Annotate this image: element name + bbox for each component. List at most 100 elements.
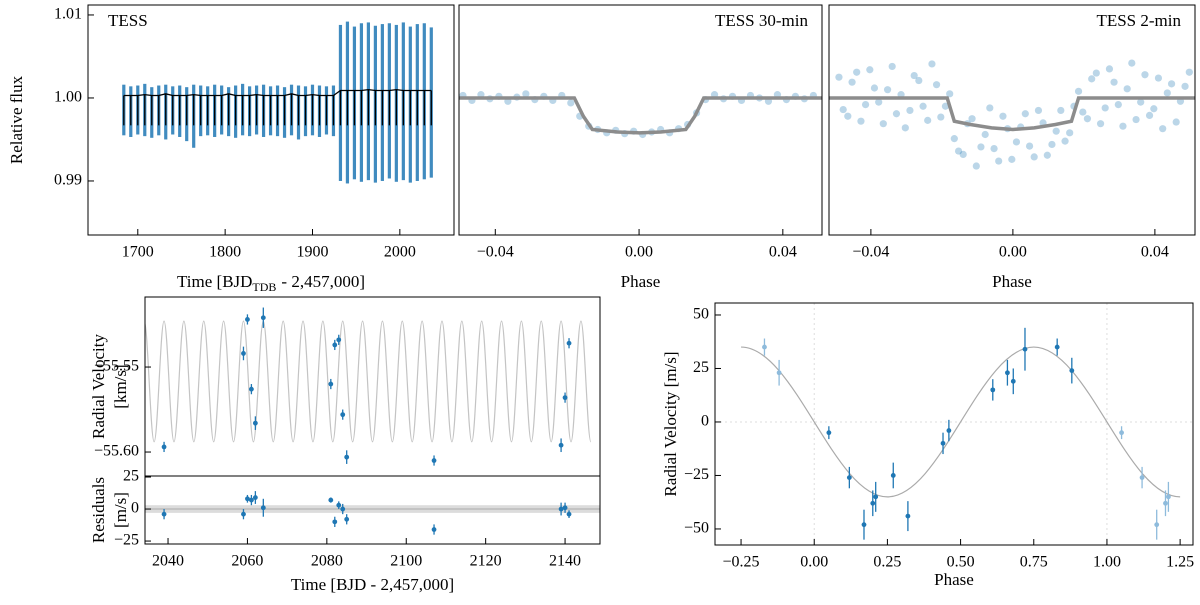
y-tick-label: 0.99 xyxy=(54,172,82,189)
data-point xyxy=(1066,129,1074,137)
y-axis-label: Radial Velocity xyxy=(89,334,108,439)
x-axis-label-part: - 2,457,000] xyxy=(281,272,365,291)
data-point xyxy=(562,395,568,401)
data-point xyxy=(1114,101,1122,109)
data-point xyxy=(558,442,564,448)
x-tick-label: 0.00 xyxy=(800,554,828,571)
panel-title: TESS xyxy=(108,11,148,30)
x-tick-label: 0.04 xyxy=(769,244,797,261)
data-point xyxy=(844,112,852,120)
data-point xyxy=(249,386,254,392)
data-point xyxy=(241,511,246,517)
data-point xyxy=(558,506,564,512)
data-point xyxy=(522,90,530,98)
data-point xyxy=(1092,69,1100,77)
x-axis-label: Phase xyxy=(621,272,661,291)
data-point xyxy=(1008,155,1016,163)
data-point xyxy=(950,135,958,143)
y-tick-label: −25 xyxy=(114,532,139,549)
data-point xyxy=(161,511,167,517)
panel: −0.25 0.00 0.25 0.50 0.75 1.00 1.25 −50 −25 0 25 50… xyxy=(661,302,1194,589)
y-tick-label: 0 xyxy=(701,413,709,430)
data-point xyxy=(870,500,876,506)
x-tick-label: 0.04 xyxy=(1141,244,1169,261)
data-point xyxy=(853,68,861,76)
x-tick-label: −0.25 xyxy=(723,554,760,571)
data-point xyxy=(890,473,896,478)
x-axis-label: Phase xyxy=(934,570,974,589)
data-point xyxy=(968,115,976,123)
data-point xyxy=(1069,368,1075,374)
panel-title: TESS 2-min xyxy=(1096,11,1181,30)
y-axis-label: Radial Velocity [m/s] xyxy=(661,351,680,496)
data-point xyxy=(848,78,856,86)
y-tick-label: −50 xyxy=(684,520,709,537)
y-tick-label: −55.55 xyxy=(94,358,139,375)
y-tick-label: 1.01 xyxy=(54,6,82,23)
panel: 1700 1800 1900 2000 0.99 1.00 1.01 TESS Time [BJ… xyxy=(7,4,455,294)
y-axis-label: [km/s] xyxy=(111,364,130,408)
data-point xyxy=(1123,85,1131,93)
y-axis-label: Relative flux xyxy=(7,75,26,164)
data-point xyxy=(1185,68,1193,76)
data-point xyxy=(1105,65,1114,73)
data-point xyxy=(861,522,867,528)
data-point xyxy=(431,458,437,463)
data-point xyxy=(252,495,258,500)
data-point xyxy=(340,412,346,418)
axes-frame xyxy=(458,4,823,236)
x-tick-label: 1700 xyxy=(122,244,154,261)
data-point xyxy=(762,344,767,350)
y-tick-label: 25 xyxy=(123,468,139,485)
y-tick-label: −25 xyxy=(684,466,709,483)
x-tick-label: 0.25 xyxy=(873,554,901,571)
data-point xyxy=(1137,98,1145,106)
data-point xyxy=(1141,71,1149,79)
data-point xyxy=(1096,120,1105,128)
data-point xyxy=(1074,87,1083,95)
x-axis-label: Time [BJD - 2,457,000] xyxy=(291,575,454,594)
data-point xyxy=(1010,378,1016,384)
data-point xyxy=(566,511,572,517)
y-tick-label: 1.00 xyxy=(54,89,82,106)
data-point xyxy=(336,502,342,508)
data-point xyxy=(940,440,946,446)
data-point xyxy=(1043,151,1051,159)
data-point xyxy=(1110,78,1118,86)
data-point xyxy=(566,340,572,346)
x-tick-label: 1900 xyxy=(296,244,328,261)
x-tick-label: 1.00 xyxy=(1093,554,1121,571)
plot-area xyxy=(145,307,592,466)
data-point xyxy=(776,370,782,376)
data-point xyxy=(1088,75,1096,83)
data-point xyxy=(866,66,874,74)
axes-frame xyxy=(144,475,601,545)
x-tick-label: 1.25 xyxy=(1166,554,1194,571)
data-point xyxy=(241,351,246,356)
data-point xyxy=(1025,142,1034,150)
y-tick-label: 0 xyxy=(131,500,139,517)
data-point xyxy=(928,60,936,68)
x-tick-label: 2100 xyxy=(390,553,422,570)
data-point xyxy=(946,90,954,98)
data-point xyxy=(835,73,843,81)
data-point xyxy=(1181,82,1189,90)
panel: −0.04 0.00 0.04 TESS 30-min Phase xyxy=(458,4,823,291)
data-point xyxy=(977,143,985,151)
data-point xyxy=(1079,108,1087,116)
data-point xyxy=(826,430,832,436)
data-point xyxy=(562,505,568,511)
data-point xyxy=(873,494,879,500)
data-point xyxy=(937,113,945,121)
data-point xyxy=(875,98,883,106)
data-point xyxy=(1022,346,1028,352)
model-curve xyxy=(829,96,1195,132)
data-point xyxy=(1119,430,1124,436)
data-point xyxy=(245,317,250,322)
data-point xyxy=(1048,140,1056,149)
x-axis-label-subscript: TDB xyxy=(252,280,276,294)
data-point xyxy=(1159,125,1167,133)
data-point xyxy=(1145,111,1154,119)
